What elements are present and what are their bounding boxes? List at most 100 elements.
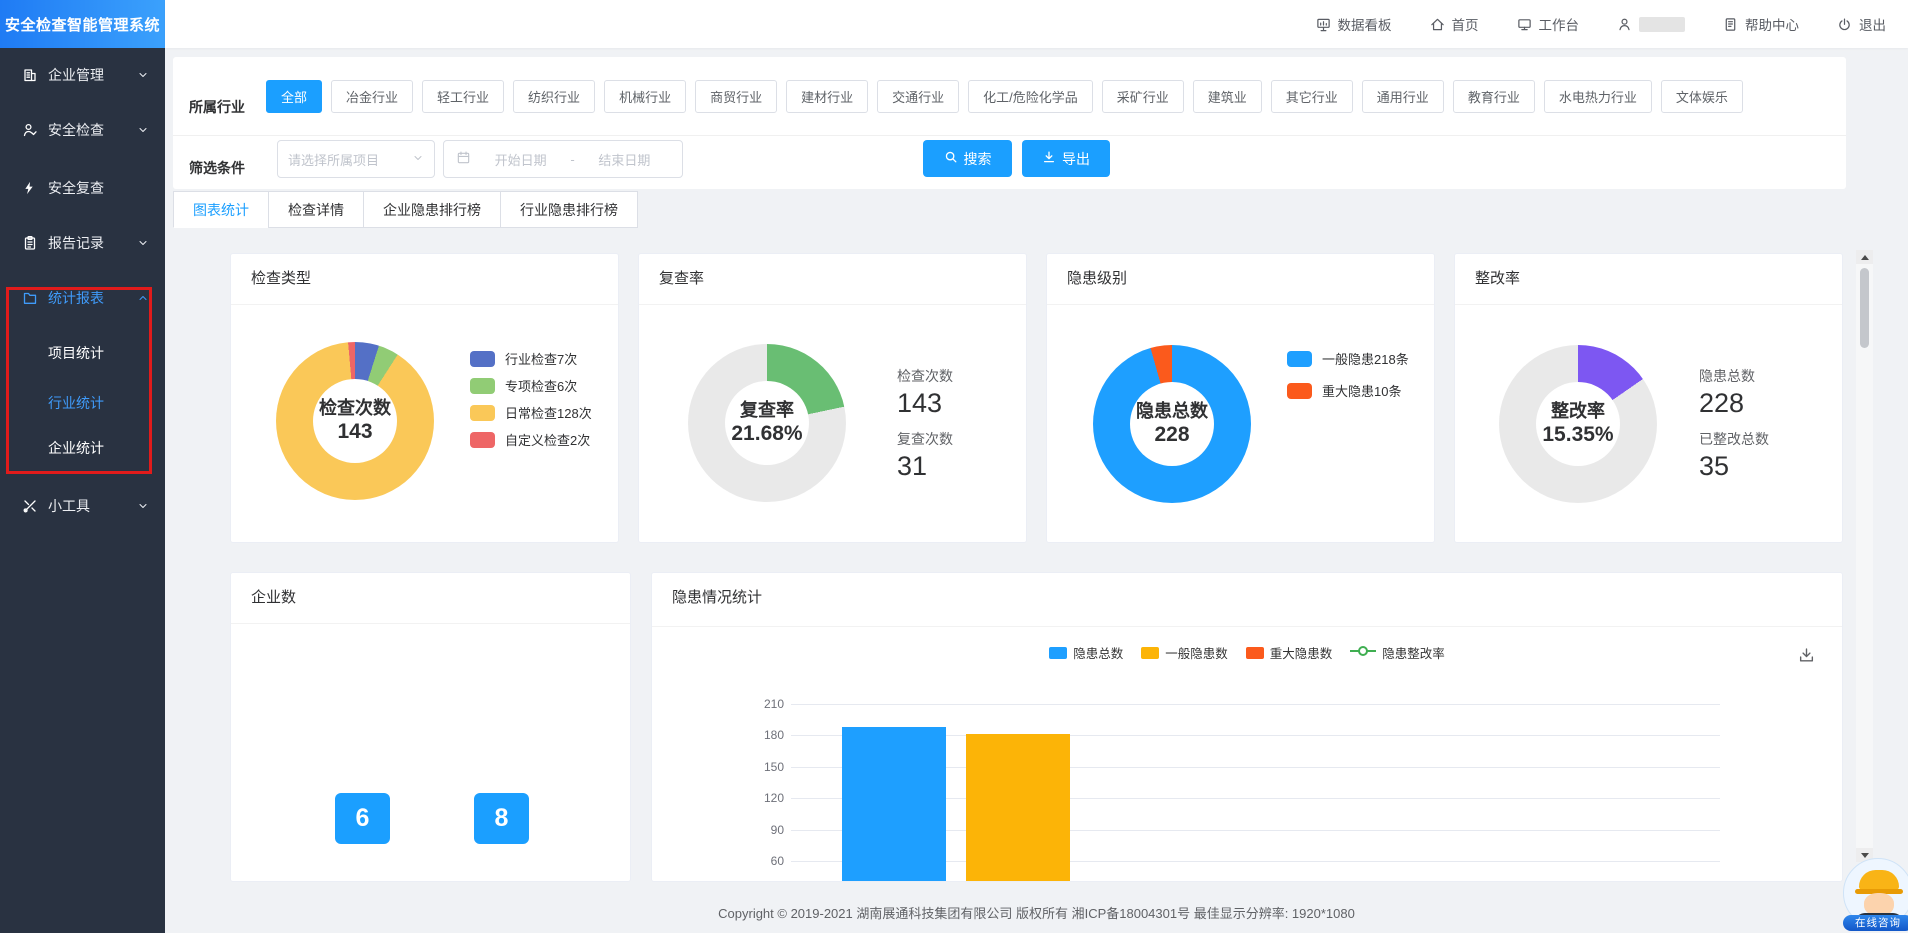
- scrollbar-thumb[interactable]: [1860, 268, 1869, 348]
- sidebar-subitem-enterprise-stats[interactable]: 企业统计: [48, 440, 104, 456]
- search-button-label: 搜索: [963, 150, 992, 167]
- stat-label: 已整改总数: [1699, 431, 1769, 447]
- tab-industry-danger-ranking[interactable]: 行业隐患排行榜: [500, 191, 638, 228]
- industry-button[interactable]: 教育行业: [1452, 79, 1535, 113]
- nav-logout[interactable]: 退出: [1837, 14, 1886, 34]
- legend-item[interactable]: 隐患整改率: [1350, 643, 1445, 662]
- sidebar-item-tools[interactable]: 小工具: [0, 486, 165, 526]
- industry-button[interactable]: 机械行业: [604, 79, 687, 113]
- industry-button[interactable]: 建材行业: [786, 79, 869, 113]
- donut-center-line1: 隐患总数: [1136, 401, 1208, 421]
- legend-item[interactable]: 自定义检查2次: [470, 430, 592, 449]
- sidebar-item-safety-recheck[interactable]: 安全复查: [0, 168, 165, 208]
- hardhat-brim: [1855, 889, 1903, 894]
- stat-value: 35: [1699, 451, 1730, 481]
- stat-value: 31: [897, 451, 928, 481]
- legend-item[interactable]: 重大隐患数: [1245, 643, 1332, 662]
- industry-button[interactable]: 交通行业: [877, 79, 960, 113]
- legend-marker: [1287, 350, 1312, 367]
- chevron-down-icon: [137, 500, 149, 512]
- nav-user[interactable]: [1617, 16, 1685, 32]
- legend-item[interactable]: 隐患总数: [1049, 643, 1123, 662]
- legend-item[interactable]: 一般隐患218条: [1287, 349, 1409, 368]
- export-button-label: 导出: [1062, 150, 1090, 167]
- nav-item-label: 数据看板: [1337, 18, 1392, 33]
- sidebar-item-label: 企业管理: [48, 67, 104, 83]
- sidebar-item-label: 安全复查: [48, 180, 104, 196]
- legend-item[interactable]: 重大隐患10条: [1287, 381, 1409, 400]
- footer-copyright: Copyright © 2019-2021 湖南展通科技集团有限公司 版权所有 …: [718, 906, 1355, 921]
- industry-button[interactable]: 通用行业: [1361, 79, 1444, 113]
- chevron-down-icon: [412, 152, 424, 167]
- tab-chart-stats[interactable]: 图表统计: [173, 191, 269, 228]
- search-button[interactable]: 搜索: [923, 140, 1012, 177]
- nav-help-center[interactable]: 帮助中心: [1723, 14, 1799, 34]
- nav-home[interactable]: 首页: [1430, 14, 1479, 34]
- y-axis-tick: 150: [763, 759, 784, 774]
- filter-panel: 所属行业 全部 冶金行业 轻工行业 纺织行业 机械行业 商贸行业 建材行业 交通行业 化工/危险…: [173, 57, 1846, 189]
- stat-value: 143: [897, 388, 943, 418]
- nav-workbench[interactable]: 工作台: [1517, 14, 1579, 34]
- y-axis-tick: 90: [770, 822, 784, 837]
- bar-隐患总数[interactable]: [842, 727, 946, 881]
- industry-button[interactable]: 文体娱乐: [1660, 79, 1743, 113]
- industry-button[interactable]: 建筑业: [1192, 79, 1262, 113]
- sidebar: 企业管理安全检查安全复查报告记录统计报表项目统计行业统计企业统计小工具: [0, 0, 165, 933]
- nav-item-label: 帮助中心: [1745, 18, 1799, 33]
- legend-label: 行业检查7次: [505, 352, 578, 367]
- industry-button[interactable]: 轻工行业: [422, 79, 505, 113]
- legend-label: 一般隐患数: [1165, 647, 1228, 661]
- scroll-up-arrow[interactable]: [1856, 250, 1873, 264]
- donut-center-line1: 检查次数: [319, 398, 391, 418]
- industry-button[interactable]: 采矿行业: [1101, 79, 1184, 113]
- gridline: [791, 735, 1720, 737]
- sidebar-item-label: 报告记录: [48, 235, 104, 251]
- tab-enterprise-danger-ranking[interactable]: 企业隐患排行榜: [363, 191, 501, 228]
- industry-button[interactable]: 化工/危险化学品: [968, 79, 1093, 113]
- online-consult-mascot[interactable]: 在线咨询: [1843, 858, 1908, 933]
- legend-item[interactable]: 一般隐患数: [1141, 643, 1228, 662]
- chevron-down-icon: [137, 237, 149, 249]
- date-range-picker[interactable]: 开始日期 - 结束日期: [443, 140, 683, 178]
- legend-marker: [470, 377, 495, 394]
- chevron-down-icon: [137, 124, 149, 136]
- project-select[interactable]: 请选择所属项目: [277, 140, 435, 178]
- tab-inspection-details[interactable]: 检查详情: [268, 191, 364, 228]
- sidebar-item-enterprise-management[interactable]: 企业管理: [0, 55, 165, 95]
- card-danger-stats: 隐患情况统计 隐患总数 一般隐患数 重大隐患数 隐患整改率 210 180 150 120 90…: [651, 572, 1843, 882]
- legend-item[interactable]: 行业检查7次: [470, 349, 592, 368]
- industry-button[interactable]: 商贸行业: [695, 79, 778, 113]
- sidebar-item-report-records[interactable]: 报告记录: [0, 223, 165, 263]
- building-icon: [22, 67, 38, 83]
- industry-button[interactable]: 冶金行业: [331, 79, 414, 113]
- card-danger-level: 隐患级别 隐患总数 228 一般隐患218条 重大隐患10条: [1046, 253, 1435, 543]
- industry-button[interactable]: 全部: [266, 79, 323, 113]
- gridline: [791, 704, 1720, 705]
- donut-hole: [1536, 382, 1620, 466]
- card-title: 企业数: [251, 589, 297, 606]
- industry-button[interactable]: 水电热力行业: [1543, 79, 1652, 113]
- bar-一般隐患数[interactable]: [966, 734, 1070, 881]
- calendar-icon: [456, 150, 471, 168]
- sidebar-item-label: 安全检查: [48, 122, 104, 138]
- industry-button[interactable]: 其它行业: [1270, 79, 1353, 113]
- divider: [1047, 304, 1434, 305]
- stat-label: 复查次数: [897, 431, 953, 447]
- card-title: 检查类型: [251, 270, 312, 287]
- sidebar-item-safety-inspection[interactable]: 安全检查: [0, 110, 165, 150]
- gridline: [791, 798, 1720, 800]
- industry-button[interactable]: 纺织行业: [513, 79, 596, 113]
- sidebar-item-statistics-reports[interactable]: 统计报表: [0, 278, 165, 318]
- donut-hole: [313, 379, 397, 463]
- donut-chart-danger-level: [1093, 345, 1251, 503]
- legend-label: 隐患总数: [1073, 647, 1124, 661]
- legend-item[interactable]: 日常检查128次: [470, 403, 592, 422]
- vertical-scrollbar[interactable]: [1856, 250, 1873, 862]
- nav-data-dashboard[interactable]: 数据看板: [1316, 14, 1392, 34]
- export-button[interactable]: 导出: [1022, 140, 1110, 177]
- sidebar-subitem-project-stats[interactable]: 项目统计: [48, 345, 104, 361]
- legend-item[interactable]: 专项检查6次: [470, 376, 592, 395]
- user-icon: [1617, 17, 1632, 32]
- download-chart-icon[interactable]: [1798, 647, 1815, 669]
- sidebar-subitem-industry-stats[interactable]: 行业统计: [48, 395, 104, 411]
